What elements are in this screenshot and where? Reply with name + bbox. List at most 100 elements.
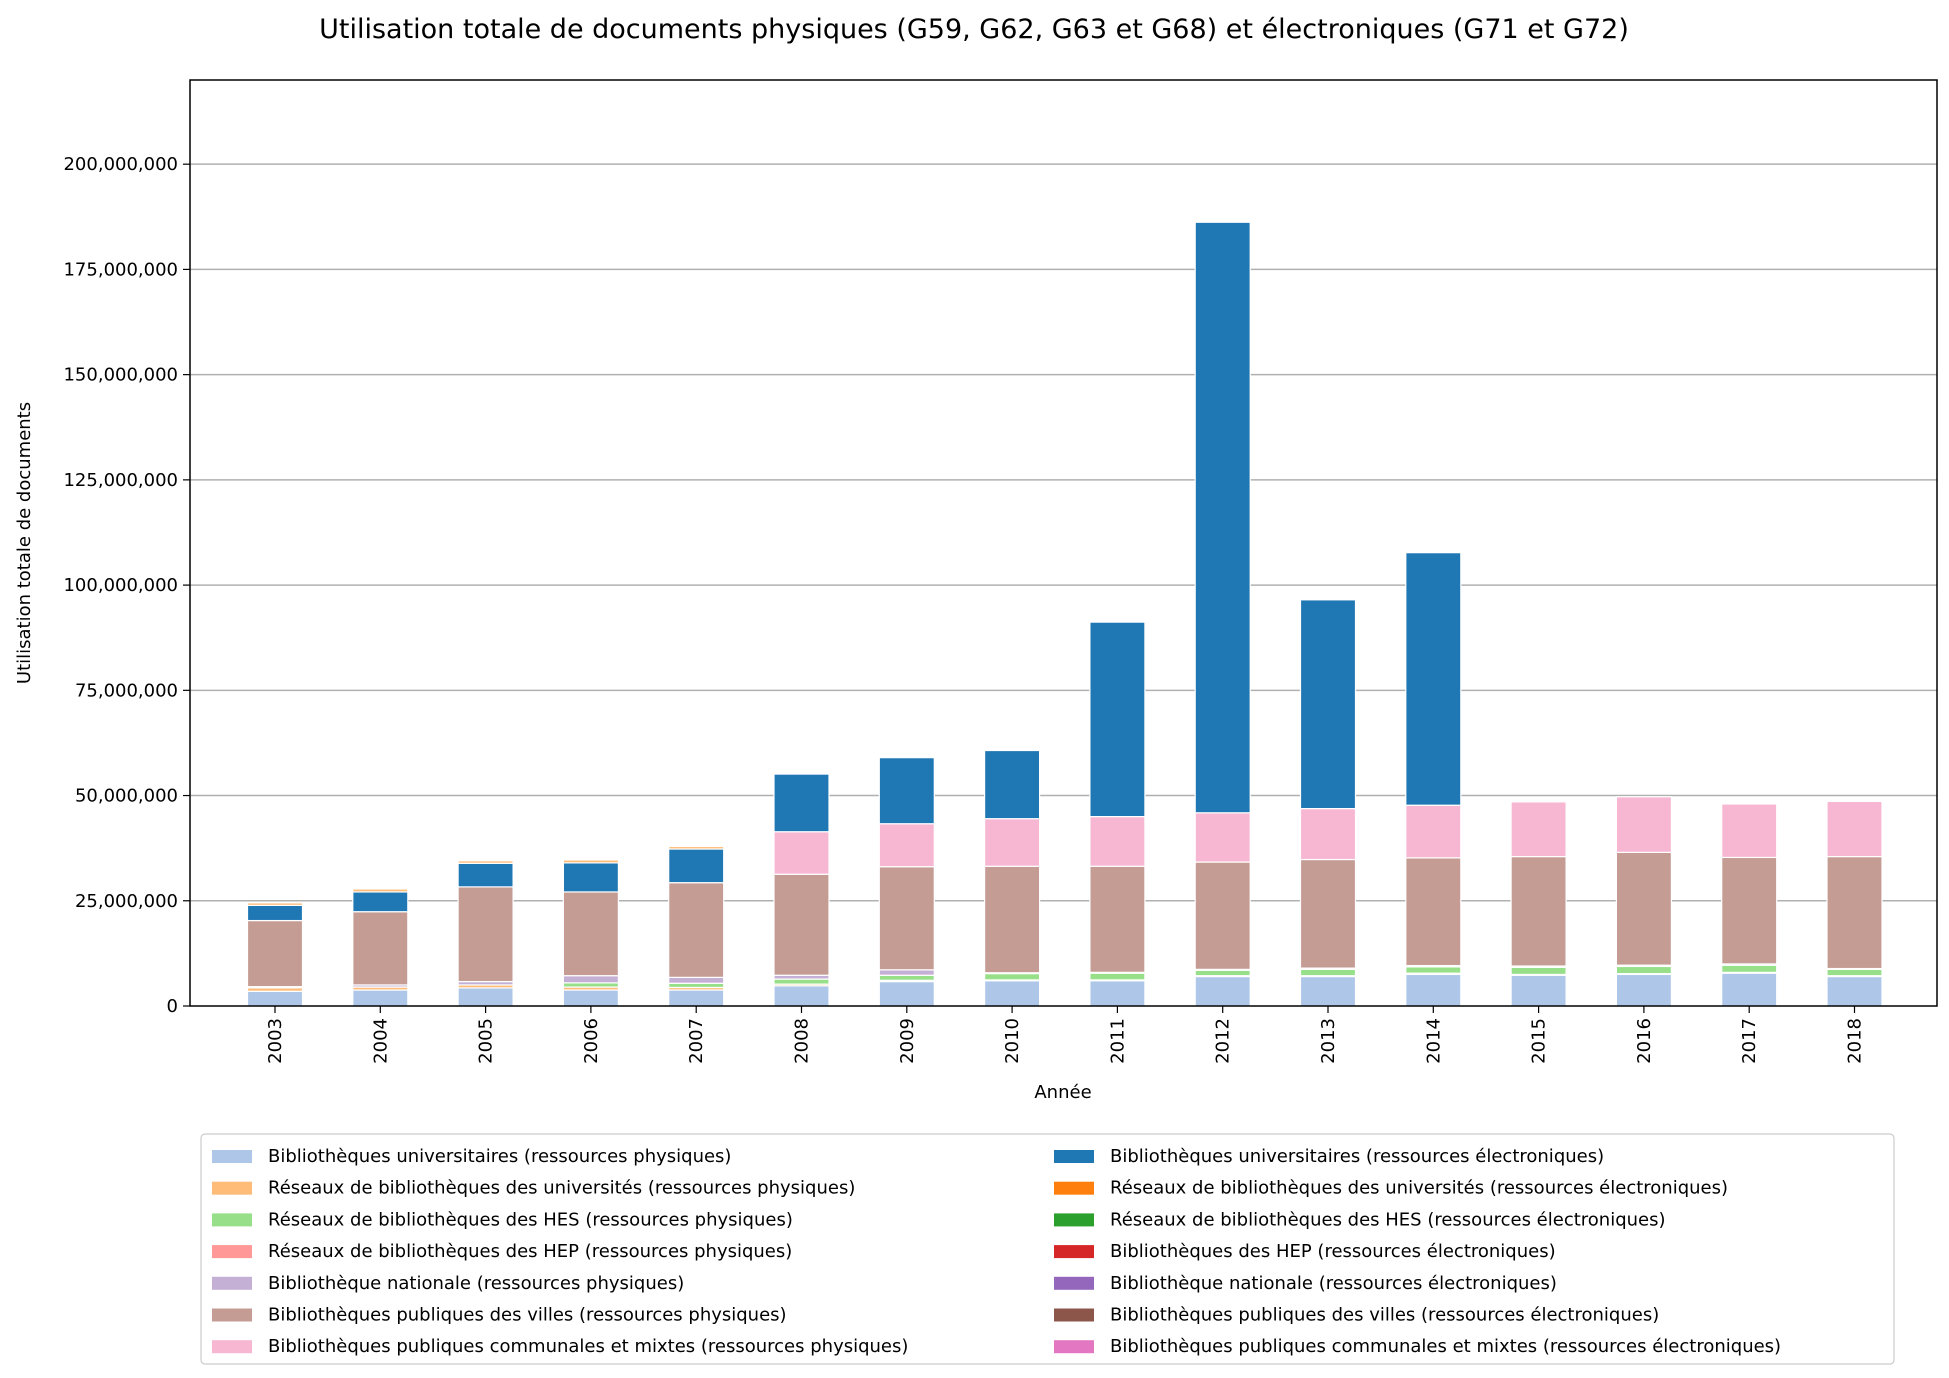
bar-segment — [773, 978, 830, 985]
bar-segment — [1615, 796, 1673, 853]
bar-segment — [1510, 855, 1567, 967]
x-tick-label: 2013 — [1318, 1018, 1339, 1064]
bar-segment — [1194, 861, 1251, 970]
bar-segment — [1405, 804, 1462, 859]
bar-segment — [1510, 801, 1567, 858]
bar-segment — [1194, 969, 1251, 977]
x-tick-label: 2011 — [1107, 1018, 1128, 1064]
x-tick-label: 2005 — [476, 1018, 497, 1064]
plot-frame — [189, 79, 1938, 1007]
bar-segment — [1089, 815, 1146, 867]
bar-segment — [983, 818, 1041, 867]
bar-segment — [457, 886, 514, 983]
bar-segment — [1405, 973, 1462, 1007]
bar-segment — [668, 982, 725, 989]
legend-label: Réseaux de bibliothèques des universités… — [1110, 1178, 1728, 1199]
bar-segment — [1194, 975, 1251, 1007]
legend-label: Bibliothèques universitaires (ressources… — [268, 1146, 731, 1167]
bar-segment — [878, 866, 935, 971]
bar-segment — [668, 882, 725, 978]
legend-swatch — [1054, 1245, 1094, 1259]
bar-segment — [352, 888, 409, 893]
bar-segment — [246, 990, 304, 1007]
legend-swatch — [212, 1181, 252, 1195]
bar-segment — [878, 980, 935, 1007]
bar-segment — [1721, 964, 1778, 973]
bar-segment — [668, 976, 725, 984]
legend-label: Bibliothèques publiques communales et mi… — [268, 1336, 908, 1357]
y-axis-ticks: 0 25,000,000 50,000,000 75,000,000 100,000,0… — [63, 154, 190, 1017]
bar-segment — [562, 891, 620, 977]
bar-segment — [562, 862, 620, 893]
legend-swatch — [212, 1340, 252, 1354]
bar-segment — [1405, 857, 1462, 967]
bar-segment — [562, 859, 620, 864]
bar-segment — [562, 982, 620, 988]
legend-label: Bibliothèques publiques des villes (ress… — [268, 1305, 787, 1326]
bar-segment — [1089, 980, 1146, 1007]
y-tick-label: 75,000,000 — [75, 680, 178, 701]
legend-swatch — [1054, 1181, 1094, 1195]
bar-segment — [983, 865, 1041, 974]
y-tick-label: 25,000,000 — [75, 891, 178, 912]
x-tick-label: 2016 — [1634, 1018, 1655, 1064]
bar-segment — [773, 985, 830, 1007]
bar-segment — [1510, 966, 1567, 976]
bar-segment — [246, 902, 304, 907]
y-tick-label: 150,000,000 — [63, 365, 178, 386]
bar-segment — [773, 773, 830, 833]
x-tick-label: 2007 — [686, 1018, 707, 1064]
bar-segment — [983, 980, 1041, 1007]
legend-label: Bibliothèque nationale (ressources physi… — [268, 1273, 684, 1294]
bar-segment — [1089, 621, 1146, 818]
bar-segment — [1299, 807, 1357, 861]
bar-segment — [1826, 968, 1883, 977]
bar-segment — [1299, 968, 1357, 977]
bar-segment — [1615, 851, 1673, 966]
bar-segment — [983, 972, 1041, 981]
y-tick-label: 0 — [167, 996, 178, 1017]
bar-segment — [773, 831, 830, 875]
bar-segment — [878, 969, 935, 976]
legend-label: Réseaux de bibliothèques des HEP (ressou… — [268, 1241, 792, 1262]
legend-frame — [200, 1133, 1895, 1365]
bar-segment — [1826, 975, 1883, 1007]
y-tick-label: 125,000,000 — [63, 470, 178, 491]
bar-segment — [1405, 966, 1462, 974]
x-tick-label: 2014 — [1423, 1018, 1444, 1064]
x-tick-label: 2009 — [897, 1018, 918, 1064]
bar-segment — [352, 911, 409, 986]
legend-swatch — [1054, 1150, 1094, 1163]
x-tick-label: 2008 — [792, 1018, 813, 1064]
legend-label: Bibliothèque nationale (ressources élect… — [1110, 1273, 1557, 1294]
bar-segment — [246, 919, 304, 988]
bar-segment — [246, 904, 304, 922]
bar-segment — [878, 974, 935, 981]
bar-segment — [668, 848, 725, 884]
bar-segment — [1194, 812, 1251, 863]
legend-swatch — [212, 1276, 252, 1290]
x-axis-ticks: 2003 2004 2005 2006 2007 2008 2009 2010 2011 2012… — [265, 1006, 1866, 1064]
x-tick-label: 2017 — [1739, 1018, 1760, 1064]
x-axis-label: Année — [1034, 1082, 1091, 1103]
legend-label: Bibliothèques publiques des villes (ress… — [1110, 1305, 1659, 1326]
x-tick-label: 2012 — [1213, 1018, 1234, 1064]
bar-segment — [1721, 803, 1778, 859]
legend-swatch — [212, 1213, 252, 1227]
bar-segment — [1721, 856, 1778, 965]
legend-label: Bibliothèques universitaires (ressources… — [1110, 1146, 1604, 1167]
bar-segment — [562, 975, 620, 984]
bar-segment — [352, 891, 409, 913]
y-tick-label: 200,000,000 — [63, 154, 178, 175]
bar-segment — [457, 862, 514, 888]
bar-segment — [1299, 858, 1357, 969]
bar-segment — [1510, 974, 1567, 1007]
bars — [246, 221, 1883, 1007]
legend-swatch — [1054, 1340, 1094, 1354]
bar-segment — [1405, 552, 1462, 806]
y-tick-label: 50,000,000 — [75, 786, 178, 807]
bar-segment — [878, 757, 935, 825]
bar-segment — [1194, 221, 1251, 814]
bar-segment — [1826, 800, 1883, 858]
